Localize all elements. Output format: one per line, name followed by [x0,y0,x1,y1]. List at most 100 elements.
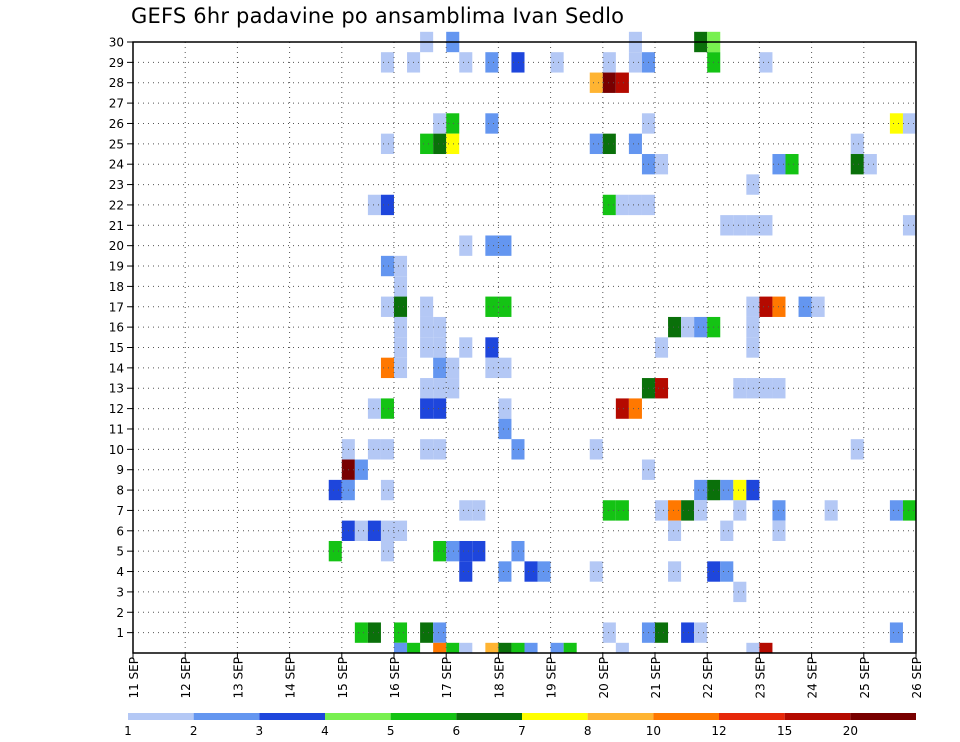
y-tick-label: 21 [109,219,124,233]
y-tick-label: 27 [109,97,124,111]
heatmap-cell [459,642,473,653]
heatmap-cell [902,215,916,236]
y-tick-label: 23 [109,178,124,192]
x-tick-label: 25 SEP [858,657,872,699]
heatmap-cell [733,378,747,399]
y-tick-label: 26 [109,117,124,131]
heatmap-cell [459,337,473,358]
legend-color-swatch [259,713,325,720]
heatmap-cell [498,561,512,582]
heatmap-cell [655,500,669,521]
heatmap-cell [850,154,864,175]
heatmap-cell [628,52,642,73]
heatmap-cell [759,215,773,236]
heatmap-cell [433,622,447,643]
legend-label: 2 [190,724,198,738]
y-tick-label: 25 [109,137,124,151]
x-tick-label: 20 SEP [597,657,611,699]
heatmap-cell [746,174,760,195]
heatmap-cell [420,439,434,460]
heatmap-cell [863,154,877,175]
legend-color-swatch [653,713,719,720]
heatmap-cell [446,133,460,155]
heatmap-cell [498,296,512,317]
heatmap-cell [459,52,473,73]
x-tick-label: 22 SEP [701,657,715,699]
y-tick-label: 5 [116,545,124,559]
heatmap-cell [498,398,512,419]
legend-label: 4 [321,724,329,738]
heatmap-cell [498,357,512,379]
heatmap-cell [850,439,864,460]
x-tick-label: 15 SEP [336,657,350,699]
heatmap-cell [367,194,381,216]
heatmap-cell [628,398,642,419]
legend-label: 1 [124,724,132,738]
heatmap-cell [902,500,916,521]
y-tick-label: 2 [116,606,124,620]
heatmap-cell [498,642,512,653]
heatmap-cell [446,540,460,562]
heatmap-cell [394,357,408,379]
heatmap-cell [733,500,747,521]
y-tick-label: 3 [116,585,124,599]
heatmap-cell [354,520,368,541]
heatmap-cell [433,439,447,460]
x-tick-label: 24 SEP [806,657,820,699]
heatmap-cell [380,194,394,216]
heatmap-cell [720,215,734,236]
heatmap-cell [615,398,629,419]
heatmap-cell [902,113,916,134]
heatmap-cell [550,52,564,73]
heatmap-cell [655,378,669,399]
heatmap-cell [524,561,538,582]
heatmap-cell [602,500,616,521]
heatmap-cell [367,398,381,419]
heatmap-cell [485,235,499,256]
legend-color-swatch [587,713,654,720]
heatmap-cell [420,398,434,419]
x-tick-label: 16 SEP [388,657,402,699]
heatmap-cell [380,520,394,541]
heatmap-cell [433,113,447,134]
y-tick-label: 14 [109,361,124,375]
legend-label: 5 [387,724,395,738]
y-tick-label: 30 [109,36,124,50]
legend-color-swatch [784,713,851,720]
heatmap-cell [589,133,603,155]
heatmap-cell [328,540,342,562]
heatmap-cell [589,439,603,460]
y-tick-label: 13 [109,382,124,396]
heatmap-cell [459,500,473,521]
heatmap-cell [694,622,708,643]
legend-color-swatch [456,713,522,720]
heatmap-cell [367,439,381,460]
x-tick-label: 11 SEP [127,657,141,699]
heatmap-cell [420,337,434,358]
heatmap-cell [615,500,629,521]
x-tick-label: 26 SEP [910,657,924,699]
heatmap-cell [628,133,642,155]
y-tick-label: 11 [109,422,124,436]
heatmap-cell [380,52,394,73]
x-tick-label: 18 SEP [492,657,506,699]
heatmap-cell [485,357,499,379]
heatmap-cell [367,622,381,643]
heatmap-cell [733,215,747,236]
heatmap-cell [655,154,669,175]
heatmap-cell [759,642,773,653]
y-tick-label: 29 [109,56,124,70]
x-tick-label: 23 SEP [753,657,767,699]
heatmap-cell [681,316,695,338]
heatmap-cell [394,520,408,541]
legend-color-swatch [719,713,785,720]
heatmap-cell [354,459,368,480]
heatmap-cell [615,194,629,216]
heatmap-cell [328,479,342,501]
y-tick-label: 12 [109,402,124,416]
legend-color-swatch [128,713,194,720]
heatmap-cell [746,479,760,501]
heatmap-cell [759,378,773,399]
heatmap-cell [420,133,434,155]
legend-label: 15 [777,724,792,738]
